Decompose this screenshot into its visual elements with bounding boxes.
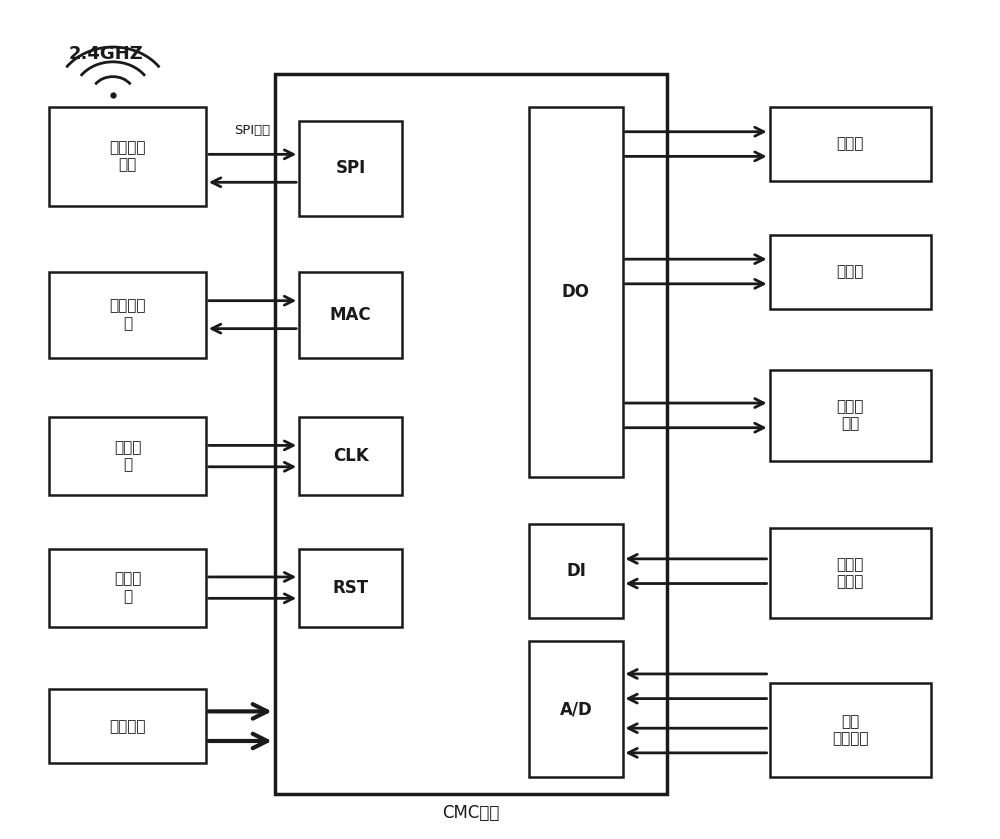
Text: 烟雾检
测电路: 烟雾检 测电路: [837, 557, 864, 590]
Bar: [770, 370, 931, 461]
Text: DO: DO: [562, 283, 590, 301]
Bar: [299, 272, 402, 358]
Bar: [299, 417, 402, 495]
Text: SPI数据: SPI数据: [234, 124, 270, 138]
Text: 蜂鸣器: 蜂鸣器: [837, 264, 864, 279]
Text: 无线通信
电路: 无线通信 电路: [109, 140, 146, 173]
Bar: [49, 107, 206, 206]
Text: 以太网电
路: 以太网电 路: [109, 299, 146, 331]
Text: 复位电
路: 复位电 路: [114, 571, 141, 604]
Text: 时钟电
路: 时钟电 路: [114, 440, 141, 472]
Bar: [49, 417, 206, 495]
Bar: [770, 683, 931, 777]
Text: 温度
检测电路: 温度 检测电路: [832, 714, 869, 746]
Bar: [299, 121, 402, 216]
Text: 2.4GHZ: 2.4GHZ: [69, 45, 143, 64]
Bar: [275, 74, 667, 794]
Text: 电源电路: 电源电路: [109, 719, 146, 733]
Text: 指示灯: 指示灯: [837, 137, 864, 152]
Bar: [529, 524, 622, 618]
Text: CLK: CLK: [333, 447, 368, 465]
Bar: [299, 549, 402, 627]
Bar: [529, 107, 622, 477]
Text: SPI: SPI: [335, 159, 366, 177]
Text: 继电器
模块: 继电器 模块: [837, 399, 864, 431]
Text: CMC芯片: CMC芯片: [442, 804, 499, 821]
Text: MAC: MAC: [330, 305, 371, 324]
Bar: [49, 689, 206, 763]
Bar: [49, 272, 206, 358]
Bar: [770, 107, 931, 181]
Text: RST: RST: [332, 579, 369, 597]
Bar: [770, 235, 931, 309]
Bar: [49, 549, 206, 627]
Text: DI: DI: [566, 562, 586, 581]
Bar: [529, 642, 622, 777]
Bar: [770, 528, 931, 618]
Text: A/D: A/D: [560, 701, 592, 718]
